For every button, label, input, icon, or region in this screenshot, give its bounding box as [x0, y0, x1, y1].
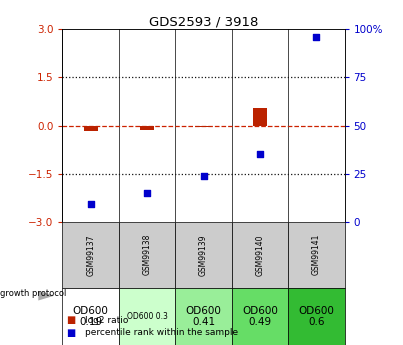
Bar — [119, 222, 175, 288]
Bar — [62, 288, 119, 345]
Text: ■: ■ — [66, 315, 76, 325]
Point — [87, 202, 94, 207]
Bar — [232, 222, 288, 288]
Bar — [253, 108, 267, 126]
Text: OD600
0.41: OD600 0.41 — [185, 306, 222, 327]
Bar — [288, 288, 345, 345]
Bar — [84, 126, 98, 131]
Bar — [197, 126, 211, 127]
Text: GSM99141: GSM99141 — [312, 234, 321, 276]
Bar — [140, 126, 154, 130]
Bar — [288, 222, 345, 288]
Bar — [175, 222, 232, 288]
Text: GSM99137: GSM99137 — [86, 234, 95, 276]
Text: GSM99140: GSM99140 — [256, 234, 264, 276]
Point — [313, 34, 320, 40]
Text: growth protocol: growth protocol — [0, 289, 67, 298]
Text: log2 ratio: log2 ratio — [85, 316, 128, 325]
Bar — [175, 288, 232, 345]
Text: ■: ■ — [66, 328, 76, 338]
Text: OD600 0.3: OD600 0.3 — [127, 312, 168, 321]
Bar — [62, 222, 119, 288]
Point — [200, 173, 207, 178]
Text: GSM99138: GSM99138 — [143, 234, 152, 276]
Text: percentile rank within the sample: percentile rank within the sample — [85, 328, 238, 337]
Text: OD600
0.6: OD600 0.6 — [298, 306, 334, 327]
Text: GSM99139: GSM99139 — [199, 234, 208, 276]
Point — [144, 190, 150, 196]
Bar — [119, 288, 175, 345]
Polygon shape — [38, 291, 54, 300]
Text: OD600
0.49: OD600 0.49 — [242, 306, 278, 327]
Text: OD600
0.19: OD600 0.19 — [73, 306, 109, 327]
Point — [257, 152, 263, 157]
Title: GDS2593 / 3918: GDS2593 / 3918 — [149, 15, 258, 28]
Bar — [232, 288, 288, 345]
